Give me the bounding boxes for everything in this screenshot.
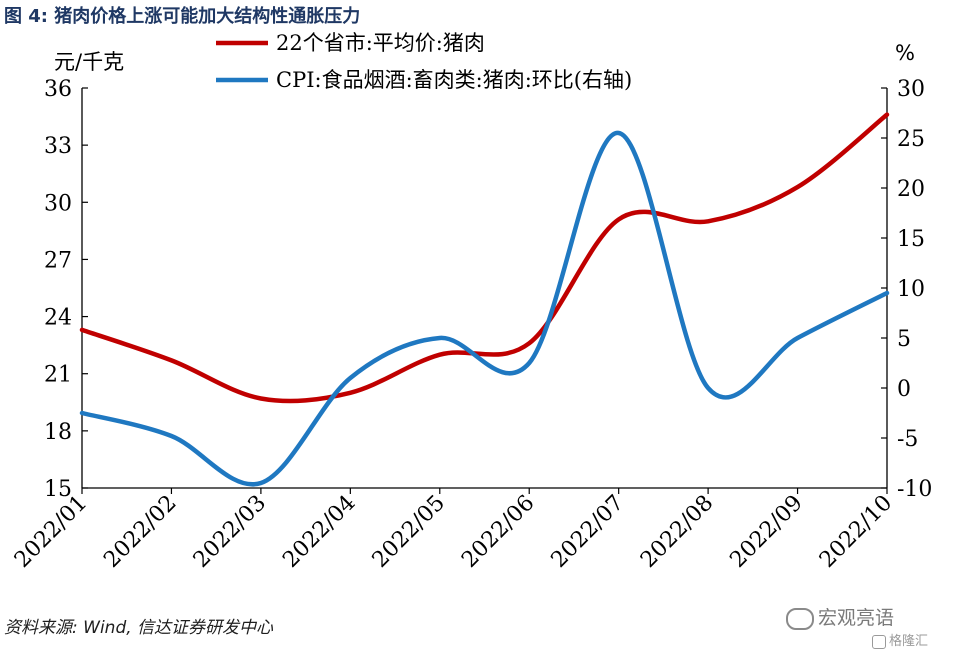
legend-label-1: 22个省市:平均价:猪肉 xyxy=(276,31,485,55)
wechat-icon xyxy=(786,607,814,630)
x-tick-label: 2022/01 xyxy=(10,491,92,573)
right-tick-label: 0 xyxy=(897,377,911,402)
left-tick-label: 24 xyxy=(44,306,72,331)
x-tick-label: 2022/05 xyxy=(368,491,450,573)
series-line-pork-price xyxy=(79,112,890,404)
left-tick-label: 15 xyxy=(44,477,72,502)
watermark-secondary-text: 格隆汇 xyxy=(889,634,929,649)
left-tick-label: 36 xyxy=(44,77,72,102)
legend-label-2: CPI:食品烟酒:畜肉类:猪肉:环比(右轴) xyxy=(276,68,632,92)
right-tick-label: 30 xyxy=(897,77,925,102)
watermark-secondary: 格隆汇 xyxy=(872,630,928,649)
x-tick-label: 2022/10 xyxy=(815,491,897,573)
right-tick-label: 15 xyxy=(897,227,925,252)
x-tick-label: 2022/04 xyxy=(278,491,360,573)
right-tick-label: 5 xyxy=(897,327,911,352)
left-axis-unit-label: 元/千克 xyxy=(54,50,124,74)
source-note: 资料来源: Wind, 信达证券研发中心 xyxy=(4,618,274,638)
x-tick-label: 2022/02 xyxy=(99,491,181,573)
right-tick-label: -10 xyxy=(897,477,932,502)
right-axis-unit-label: % xyxy=(895,41,915,65)
chart-series xyxy=(79,112,890,487)
left-tick-label: 33 xyxy=(44,134,72,159)
left-tick-label: 30 xyxy=(44,191,72,216)
x-tick-label: 2022/08 xyxy=(636,491,718,573)
figure-title: 图 4: 猪肉价格上涨可能加大结构性通胀压力 xyxy=(4,6,361,27)
right-tick-label: -5 xyxy=(897,427,918,452)
chart-tick-labels: 15 18 21 24 27 30 33 36 -10 -5 0 5 10 15 20 25 30 2022/01… xyxy=(10,41,933,573)
left-tick-label: 27 xyxy=(44,248,72,273)
left-tick-label: 21 xyxy=(44,363,72,388)
x-tick-label: 2022/07 xyxy=(547,491,629,573)
right-tick-label: 25 xyxy=(897,127,925,152)
right-tick-label: 20 xyxy=(897,177,925,202)
right-tick-label: 10 xyxy=(897,277,925,302)
series-line-cpi-pork-mom xyxy=(79,130,890,487)
chart-legend: 22个省市:平均价:猪肉 CPI:食品烟酒:畜肉类:猪肉:环比(右轴) xyxy=(216,31,632,92)
watermark-main-text: 宏观亮语 xyxy=(818,607,895,629)
gelonghui-logo-icon xyxy=(872,634,886,649)
x-tick-label: 2022/03 xyxy=(189,491,271,573)
left-tick-label: 18 xyxy=(44,420,72,445)
x-tick-label: 2022/06 xyxy=(457,491,539,573)
x-tick-label: 2022/09 xyxy=(725,491,807,573)
chart-axes xyxy=(81,87,888,494)
watermark-main: 宏观亮语 xyxy=(786,603,894,630)
